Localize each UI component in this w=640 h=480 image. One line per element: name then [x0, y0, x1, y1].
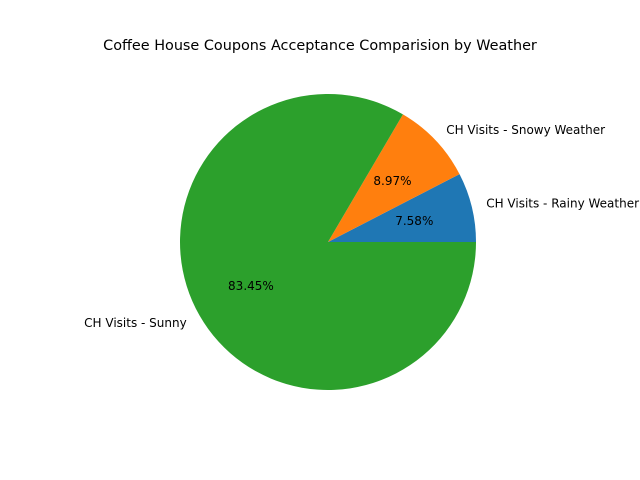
slice-category-label: CH Visits - Rainy Weather [486, 197, 639, 211]
pie-labels: 7.58% CH Visits - Rainy Weather 8.97% CH Vi… [84, 123, 639, 330]
slice-percent-label: 7.58% [395, 214, 433, 228]
slice-category-label: CH Visits - Sunny [84, 316, 187, 330]
pie-slice [180, 94, 476, 391]
slice-percent-label: 8.97% [373, 174, 411, 188]
pie-slice [328, 114, 460, 242]
pie-slices [180, 94, 476, 391]
slice-percent-label: 83.45% [228, 279, 274, 293]
pie-slice [328, 174, 476, 242]
chart-title: Coffee House Coupons Acceptance Comparis… [103, 38, 537, 54]
slice-category-label: CH Visits - Snowy Weather [446, 123, 605, 137]
